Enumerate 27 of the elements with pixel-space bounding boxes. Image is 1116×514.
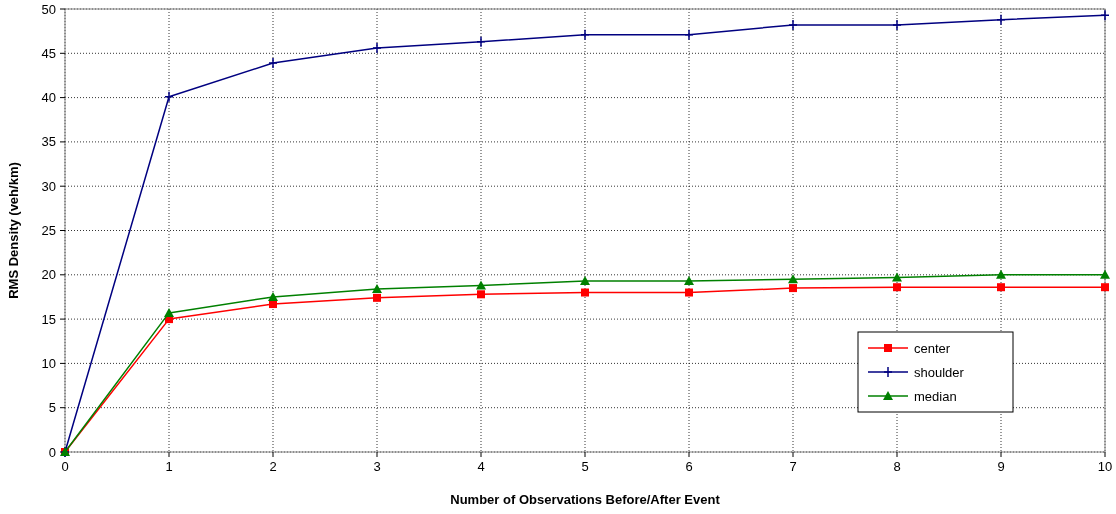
y-tick-label: 30: [41, 178, 56, 194]
y-tick-label: 5: [48, 400, 56, 416]
y-tick-label: 20: [41, 267, 56, 283]
x-tick-label: 4: [477, 459, 485, 474]
y-tick-label: 45: [41, 45, 56, 61]
y-tick-label: 0: [48, 444, 56, 460]
legend-label: center: [914, 340, 951, 356]
x-tick-label: 9: [997, 459, 1005, 474]
x-axis-title: Number of Observations Before/After Event: [450, 492, 721, 507]
y-axis-title: RMS Density (veh/km): [6, 162, 21, 299]
legend-label: shoulder: [914, 364, 965, 380]
y-tick-label: 10: [41, 355, 56, 371]
legend-label: median: [914, 388, 957, 404]
y-tick-label: 40: [41, 90, 56, 106]
x-tick-label: 0: [61, 459, 69, 474]
x-tick-label: 5: [581, 459, 589, 474]
x-tick-label: 8: [893, 459, 901, 474]
y-tick-label: 50: [41, 1, 56, 17]
x-tick-label: 3: [373, 459, 381, 474]
x-tick-label: 1: [165, 459, 173, 474]
y-tick-label: 35: [41, 134, 56, 150]
x-tick-label: 2: [269, 459, 277, 474]
x-tick-label: 10: [1097, 459, 1113, 474]
x-tick-label: 6: [685, 459, 693, 474]
y-tick-label: 25: [41, 223, 56, 238]
y-tick-label: 15: [41, 311, 56, 327]
x-tick-label: 7: [789, 459, 797, 474]
